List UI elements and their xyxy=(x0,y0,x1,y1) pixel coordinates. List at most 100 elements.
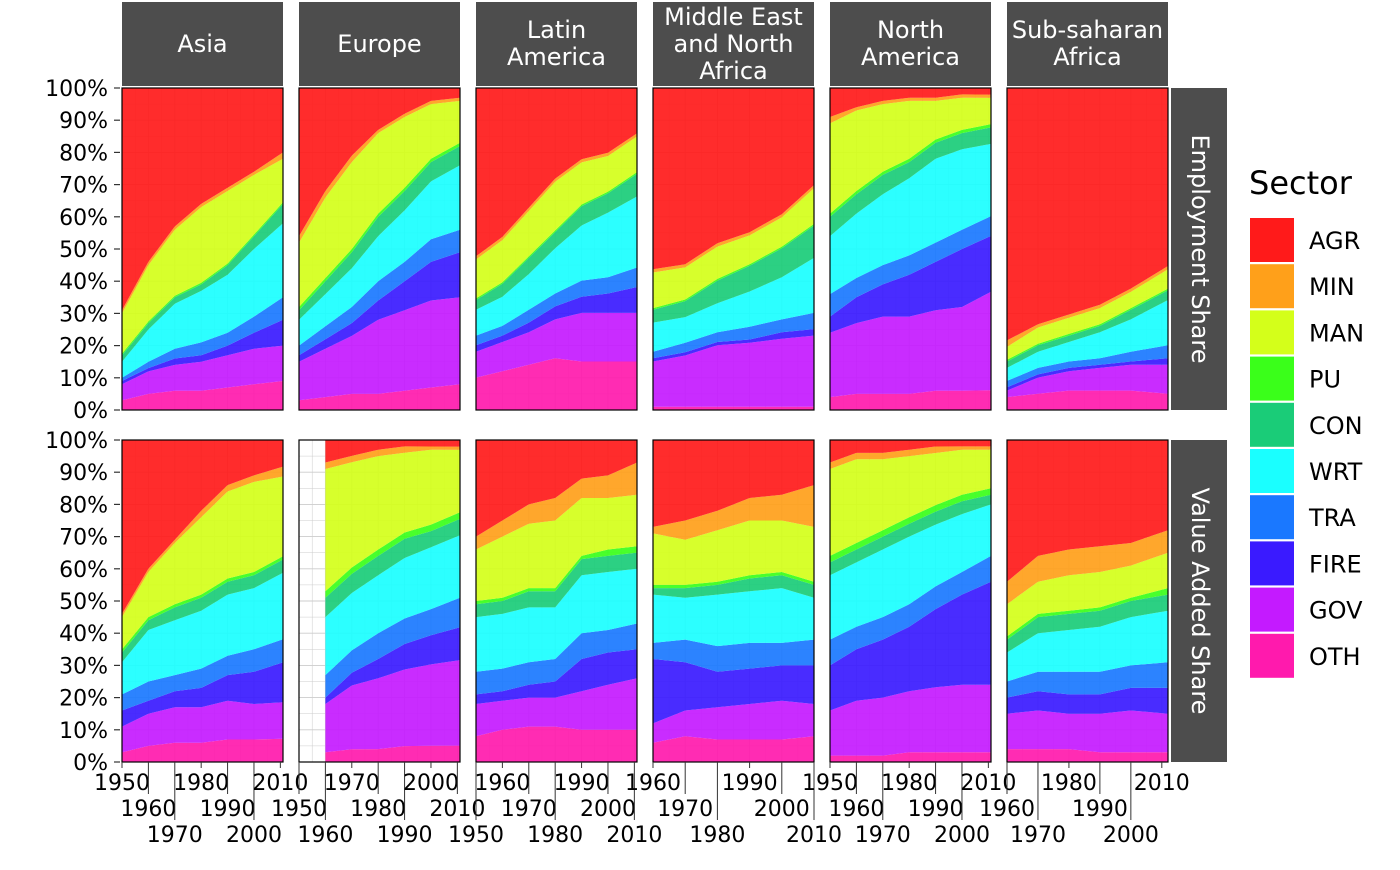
x-tick-label: 1990 xyxy=(377,823,433,848)
strip-label: Sub-saharan Africa xyxy=(1011,16,1164,71)
area-fire xyxy=(476,649,637,704)
area-wrt xyxy=(476,196,637,336)
area-man xyxy=(122,476,283,650)
panel-employment-share-asia xyxy=(121,87,284,411)
panel-employment-share-middle-east-and-north-africa xyxy=(652,87,815,411)
area-agr xyxy=(122,440,283,614)
area-oth xyxy=(1007,390,1168,410)
row-strip-value-added-share: Value Added Share xyxy=(1171,440,1227,762)
area-con xyxy=(830,127,991,237)
x-tick-label: 1990 xyxy=(1072,797,1128,822)
x-tick-label: 1950 xyxy=(271,797,327,822)
strip-background xyxy=(653,2,814,86)
panel-border xyxy=(1006,87,1169,411)
y-tick-label: 40% xyxy=(59,622,108,647)
x-tick-label: 2010 xyxy=(960,771,1016,796)
area-wrt xyxy=(1007,300,1168,381)
x-tick-label: 1960 xyxy=(828,797,884,822)
area-gov xyxy=(653,700,814,743)
legend-label-tra: TRA xyxy=(1308,504,1356,532)
x-tick-label: 1960 xyxy=(120,797,176,822)
x-tick-label: 2010 xyxy=(786,823,842,848)
area-pu xyxy=(325,512,460,598)
panel-value-added-share-asia xyxy=(121,439,284,763)
legend-swatch-wrt xyxy=(1250,449,1294,493)
area-wrt xyxy=(653,257,814,352)
area-min xyxy=(1007,530,1168,605)
x-tick-label: 1980 xyxy=(881,771,937,796)
area-oth xyxy=(830,752,991,762)
area-con xyxy=(653,225,814,323)
legend-swatch-tra xyxy=(1250,495,1294,540)
area-oth xyxy=(299,384,460,410)
x-tick-label: 1980 xyxy=(1041,771,1097,796)
area-man xyxy=(325,449,460,592)
area-con xyxy=(1007,594,1168,653)
panel-employment-share-europe xyxy=(298,87,461,411)
area-gov xyxy=(1007,364,1168,398)
y-tick-label: 70% xyxy=(59,174,108,199)
x-tick-label: 2010 xyxy=(1134,771,1190,796)
area-gov xyxy=(830,291,991,398)
x-tick-label: 1980 xyxy=(173,771,229,796)
x-tick-label: 1990 xyxy=(554,771,610,796)
panel-border xyxy=(475,439,638,763)
panel-employment-share-latin-america xyxy=(475,87,638,411)
x-tick-label: 1960 xyxy=(625,771,681,796)
legend-label-fire: FIRE xyxy=(1309,550,1362,578)
legend-label-gov: GOV xyxy=(1309,597,1363,625)
x-tick-label: 1990 xyxy=(200,797,256,822)
x-tick-label: 1960 xyxy=(979,797,1035,822)
legend-swatch-gov xyxy=(1250,587,1294,632)
x-tick-label: 1970 xyxy=(1010,823,1066,848)
y-tick-label: 80% xyxy=(59,141,108,166)
area-min xyxy=(653,485,814,540)
area-man xyxy=(653,188,814,309)
strip-background xyxy=(1171,440,1227,762)
area-fire xyxy=(1007,687,1168,714)
area-man xyxy=(653,520,814,585)
area-oth xyxy=(830,390,991,410)
area-oth xyxy=(1007,749,1168,762)
y-tick-label: 80% xyxy=(59,493,108,518)
facet-strip-asia: Asia xyxy=(122,2,283,86)
x-tick-label: 1990 xyxy=(908,797,964,822)
panel-value-added-share-latin-america xyxy=(475,439,638,763)
area-tra xyxy=(325,597,460,698)
y-tick-label: 0% xyxy=(73,399,108,424)
area-wrt xyxy=(1007,610,1168,682)
panel-employment-share-sub-saharan-africa xyxy=(1006,87,1169,411)
x-tick-label: 1970 xyxy=(501,797,557,822)
area-oth xyxy=(653,736,814,762)
area-oth xyxy=(653,406,814,410)
area-agr xyxy=(476,440,637,537)
area-tra xyxy=(830,555,991,666)
area-min xyxy=(830,94,991,124)
area-agr xyxy=(476,88,637,257)
area-min xyxy=(830,446,991,469)
legend-label-oth: OTH xyxy=(1309,643,1361,671)
area-fire xyxy=(1007,358,1168,391)
strip-background xyxy=(1171,88,1227,410)
panel-border xyxy=(1006,439,1169,763)
panel-border xyxy=(829,87,992,411)
area-fire xyxy=(653,329,814,362)
area-fire xyxy=(830,581,991,711)
area-gov xyxy=(476,312,637,378)
facet-strip-sub-saharan-africa: Sub-saharan Africa xyxy=(1007,2,1168,86)
legend-swatch-agr xyxy=(1250,218,1294,262)
area-man xyxy=(1007,269,1168,360)
area-oth xyxy=(325,745,460,762)
y-tick-label: 10% xyxy=(59,719,108,744)
area-wrt xyxy=(476,568,637,672)
strip-label-container: North America xyxy=(861,17,960,71)
area-fire xyxy=(653,659,814,724)
area-fire xyxy=(299,252,460,362)
strip-label-container: Middle East and North Africa xyxy=(664,3,803,84)
area-man xyxy=(476,494,637,601)
area-agr xyxy=(653,88,814,270)
x-tick-label: 1950 xyxy=(94,771,150,796)
panel-value-added-share-sub-saharan-africa xyxy=(1006,439,1169,763)
area-con xyxy=(476,552,637,618)
area-con xyxy=(830,494,991,576)
